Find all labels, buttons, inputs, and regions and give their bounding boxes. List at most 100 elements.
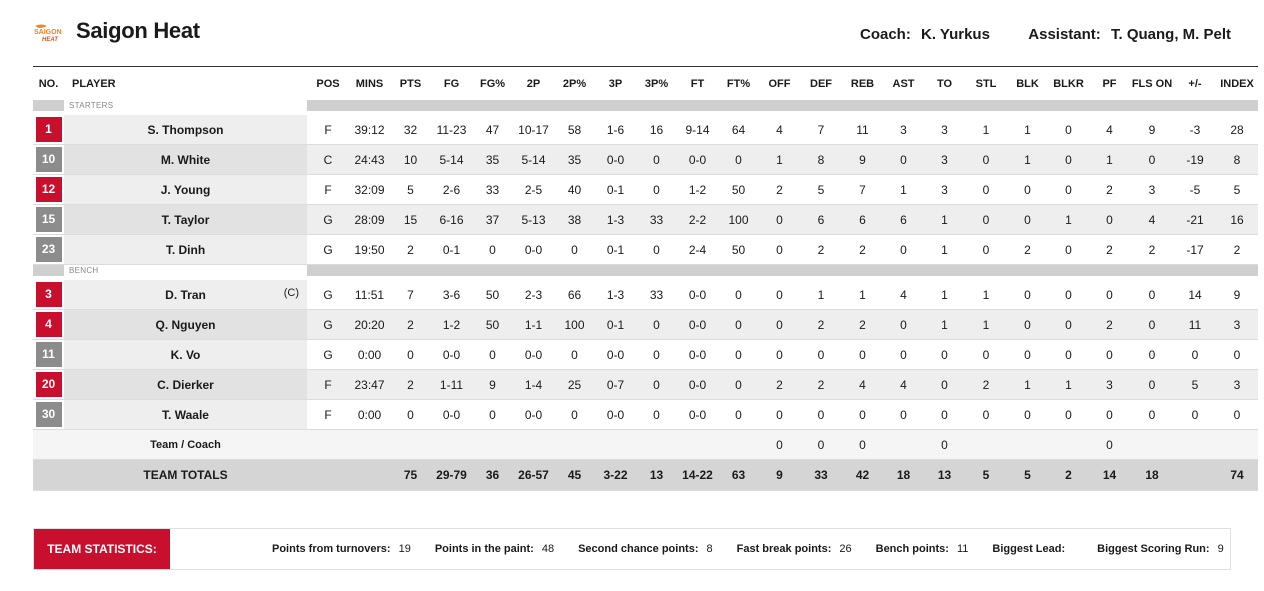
column-header-off[interactable]: OFF [759, 66, 800, 100]
column-header-to[interactable]: TO [924, 66, 965, 100]
team-name: Saigon Heat [76, 18, 200, 43]
column-header-reb[interactable]: REB [842, 66, 883, 100]
player-name[interactable]: D. Tran (C) [64, 280, 307, 310]
svg-text:SAIGON: SAIGON [34, 29, 62, 36]
stat-cell-reb: 0 [842, 399, 883, 430]
player-name[interactable]: M. White [64, 144, 307, 175]
column-header-fls-on[interactable]: FLS ON [1130, 66, 1174, 100]
stat-cell-blkr: 0 [1048, 144, 1089, 175]
stat-cell-ft-: 100 [718, 204, 759, 235]
stat-cell-fls-on: 4 [1130, 204, 1174, 235]
column-header-3p-[interactable]: 3P% [636, 66, 677, 100]
team-stat-label: Biggest Scoring Run: [1097, 543, 1210, 555]
stat-cell-fls-on: 18 [1130, 459, 1174, 491]
column-header-blkr[interactable]: BLKR [1048, 66, 1089, 100]
stat-cell-stl: 0 [965, 144, 1007, 175]
stat-cell-fg: 29-79 [431, 459, 472, 491]
column-header-player[interactable]: PLAYER [64, 66, 307, 100]
column-header-mins[interactable]: MINS [349, 66, 390, 100]
player-row[interactable]: 23 T. Dinh G 19:50 2 0-1 0 0-0 0 0-1 0 2-4 50 0 2 2 0 1 0 2… [33, 234, 1258, 265]
stat-cell-3p: 1-6 [595, 115, 636, 145]
stat-cell-blk [1007, 429, 1048, 460]
column-header-fg[interactable]: FG [431, 66, 472, 100]
player-row[interactable]: 10 M. White C 24:43 10 5-14 35 5-14 35 0-0 0 0-0 0 1 8… [33, 144, 1258, 175]
column-header--[interactable]: +/- [1174, 66, 1216, 100]
player-name[interactable]: S. Thompson [64, 115, 307, 145]
stat-cell-reb: 0 [842, 339, 883, 370]
assistant-label: Assistant: [1028, 26, 1101, 43]
player-row[interactable]: 11 K. Vo G 0:00 0 0-0 0 0-0 0 0-0 0 0-0 0 0 0 0 0 0 0 0 0 0 0 0… [33, 339, 1258, 370]
stat-cell-to: 0 [924, 339, 965, 370]
stat-cell-reb: 42 [842, 459, 883, 491]
column-header-no-[interactable]: NO. [33, 66, 64, 100]
stat-cell--: -3 [1174, 115, 1216, 145]
player-row[interactable]: 3 D. Tran (C) G 11:51 7 3-6 50 2-3 66 1-3 33 0-0 0 0 1 1… [33, 280, 1258, 310]
column-header-ast[interactable]: AST [883, 66, 924, 100]
stat-cell-stl: 1 [965, 280, 1007, 310]
stat-cell-mins: 23:47 [349, 369, 390, 400]
stat-cell-2p: 2-5 [513, 174, 554, 205]
column-header-index[interactable]: INDEX [1216, 66, 1258, 100]
stat-cell-fg-: 0 [472, 399, 513, 430]
stat-cell-ft: 0-0 [677, 144, 718, 175]
stat-cell-2p-: 100 [554, 309, 595, 340]
stat-cell-off: 2 [759, 369, 800, 400]
column-header-pts[interactable]: PTS [390, 66, 431, 100]
player-row[interactable]: 20 C. Dierker F 23:47 2 1-11 9 1-4 25 0-7 0 0-0 0 2 2 4… [33, 369, 1258, 400]
stat-cell-pts: 2 [390, 309, 431, 340]
column-header-3p[interactable]: 3P [595, 66, 636, 100]
stat-cell-pts: 10 [390, 144, 431, 175]
stat-cell-fg: 0-0 [431, 339, 472, 370]
column-header-stl[interactable]: STL [965, 66, 1007, 100]
stat-cell-3p: 1-3 [595, 280, 636, 310]
stat-cell-fg-: 0 [472, 339, 513, 370]
stat-cell-3p-: 33 [636, 204, 677, 235]
column-header-blk[interactable]: BLK [1007, 66, 1048, 100]
player-row[interactable]: 4 Q. Nguyen G 20:20 2 1-2 50 1-1 100 0-1 0 0-0 0 0 2 2 0… [33, 309, 1258, 340]
player-name[interactable]: T. Waale [64, 399, 307, 430]
stat-cell-blk: 5 [1007, 459, 1048, 491]
column-header-2p[interactable]: 2P [513, 66, 554, 100]
column-header-fg-[interactable]: FG% [472, 66, 513, 100]
stat-cell-ft: 2-4 [677, 234, 718, 265]
stat-cell-index [1216, 429, 1258, 460]
column-header-ft[interactable]: FT [677, 66, 718, 100]
player-row[interactable]: 15 T. Taylor G 28:09 15 6-16 37 5-13 38 1-3 33 2-2 1… [33, 204, 1258, 235]
stat-cell--: -17 [1174, 234, 1216, 265]
stat-cell-2p: 5-13 [513, 204, 554, 235]
jersey-number-badge: 11 [35, 342, 62, 367]
column-header-2p-[interactable]: 2P% [554, 66, 595, 100]
stat-cell-fg: 1-2 [431, 309, 472, 340]
stat-cell-ft-: 0 [718, 339, 759, 370]
team-stat-label: Bench points: [875, 543, 949, 555]
player-name[interactable]: Q. Nguyen [64, 309, 307, 340]
player-name[interactable]: T. Taylor [64, 204, 307, 235]
stat-cell-blkr: 0 [1048, 399, 1089, 430]
stat-cell-to: 0 [924, 369, 965, 400]
stat-cell-fls-on: 0 [1130, 309, 1174, 340]
stat-cell-pf: 0 [1089, 339, 1130, 370]
box-score-table: NO. PLAYER POS MINS PTS FG FG% 2P 2P% 3P 3P% FT FT% O… [33, 66, 1258, 491]
player-row[interactable]: 1 S. Thompson F 39:12 32 11-23 47 10-17 58 1-6 16 9… [33, 115, 1258, 145]
player-name[interactable]: T. Dinh [64, 234, 307, 265]
column-header-pf[interactable]: PF [1089, 66, 1130, 100]
player-row[interactable]: 30 T. Waale F 0:00 0 0-0 0 0-0 0 0-0 0 0-0 0 0 0 0 0 0 0 0 0… [33, 399, 1258, 430]
player-name[interactable]: K. Vo [64, 339, 307, 370]
column-header-def[interactable]: DEF [800, 66, 842, 100]
stat-cell-index: 9 [1216, 280, 1258, 310]
column-header-ft-[interactable]: FT% [718, 66, 759, 100]
stat-cell-3p: 0-0 [595, 144, 636, 175]
stat-cell-pts: 15 [390, 204, 431, 235]
player-row[interactable]: 12 J. Young F 32:09 5 2-6 33 2-5 40 0-1 0 1-2 50 2 5 7 1… [33, 174, 1258, 205]
column-header-pos[interactable]: POS [307, 66, 349, 100]
jersey-number-badge: 1 [35, 117, 62, 142]
stat-cell--: -19 [1174, 144, 1216, 175]
stat-cell-to: 1 [924, 204, 965, 235]
player-name[interactable]: J. Young [64, 174, 307, 205]
stat-cell-pts: 2 [390, 234, 431, 265]
stat-cell-fg: 3-6 [431, 280, 472, 310]
stat-cell-ast: 6 [883, 204, 924, 235]
stat-cell-ft: 1-2 [677, 174, 718, 205]
player-name[interactable]: C. Dierker [64, 369, 307, 400]
stat-cell-stl: 2 [965, 369, 1007, 400]
